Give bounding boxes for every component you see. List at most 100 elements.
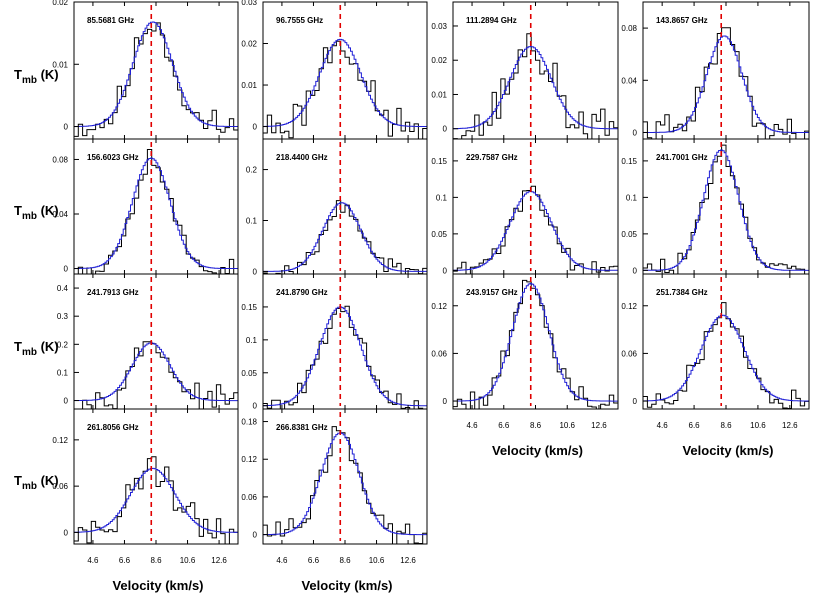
x-tick-label: 10.6 xyxy=(559,421,575,430)
x-tick-label: 8.6 xyxy=(720,421,732,430)
frequency-label: 85.5681 GHz xyxy=(87,16,134,25)
gaussian-fit xyxy=(74,467,238,533)
x-tick-label: 4.6 xyxy=(657,421,669,430)
y-axis-title: Tmb (K) xyxy=(14,203,59,222)
y-tick-label: 0.06 xyxy=(241,493,257,502)
frequency-label: 218.4400 GHz xyxy=(276,153,328,162)
y-tick-label: 0.1 xyxy=(246,336,258,345)
gaussian-fit xyxy=(74,21,238,127)
y-tick-label: 0 xyxy=(633,128,638,137)
x-tick-label: 4.6 xyxy=(466,421,478,430)
y-tick-label: 0.05 xyxy=(621,230,637,239)
y-tick-label: 0 xyxy=(443,266,448,275)
x-tick-label: 12.6 xyxy=(400,556,416,565)
gaussian-fit xyxy=(263,202,427,272)
y-tick-label: 0.3 xyxy=(57,312,69,321)
y-tick-label: 0.06 xyxy=(621,349,637,358)
x-tick-label: 10.6 xyxy=(369,556,385,565)
y-tick-label: 0.4 xyxy=(57,284,69,293)
observed-spectrum xyxy=(263,305,427,409)
y-tick-label: 0.08 xyxy=(621,24,637,33)
frequency-label: 241.8790 GHz xyxy=(276,288,328,297)
spectrum-panel: 0 0.05 0.1 0.15 241.8790 GHz xyxy=(241,273,428,411)
spectrum-panel: 0 0.01 0.02 0.03 111.2894 GHz xyxy=(431,1,619,140)
frequency-label: 261.8056 GHz xyxy=(87,423,139,432)
y-tick-label: 0.02 xyxy=(52,0,68,7)
gaussian-fit xyxy=(453,191,618,271)
x-tick-label: 4.6 xyxy=(87,556,99,565)
x-tick-label: 8.6 xyxy=(530,421,542,430)
gaussian-fit xyxy=(263,432,427,536)
y-tick-label: 0.08 xyxy=(52,155,68,164)
y-tick-label: 0.04 xyxy=(621,76,637,85)
y-tick-label: 0.02 xyxy=(431,56,447,65)
x-tick-label: 6.6 xyxy=(119,556,131,565)
y-tick-label: 0.1 xyxy=(246,217,258,226)
spectrum-panel: 0 0.06 0.12 4.6 6.6 8.6 10.6 12.6 261.8056 GHz xyxy=(52,408,239,565)
spectrum-panel: 0 0.1 0.2 0.3 0.4 241.7913 GHz xyxy=(57,273,239,410)
frequency-label: 251.7384 GHz xyxy=(656,288,708,297)
y-tick-label: 0 xyxy=(64,265,69,274)
y-tick-label: 0.2 xyxy=(246,166,258,175)
y-tick-label: 0.12 xyxy=(52,436,68,445)
frequency-label: 229.7587 GHz xyxy=(466,153,518,162)
frequency-label: 241.7001 GHz xyxy=(656,153,708,162)
gaussian-fit xyxy=(643,35,809,133)
y-tick-label: 0 xyxy=(633,266,638,275)
y-tick-label: 0 xyxy=(253,531,258,540)
y-tick-label: 0.01 xyxy=(431,90,447,99)
x-tick-label: 8.6 xyxy=(339,556,351,565)
y-tick-label: 0.05 xyxy=(241,369,257,378)
y-tick-label: 0 xyxy=(633,397,638,406)
spectrum-panel: 0 0.04 0.08 156.6023 GHz xyxy=(52,138,239,275)
x-tick-label: 10.6 xyxy=(750,421,766,430)
y-tick-label: 0.1 xyxy=(626,193,638,202)
y-tick-label: 0 xyxy=(443,397,448,406)
y-tick-label: 0 xyxy=(64,528,69,537)
spectrum-panel: 0 0.01 0.02 85.5681 GHz xyxy=(52,0,239,140)
frequency-label: 243.9157 GHz xyxy=(466,288,518,297)
x-tick-label: 6.6 xyxy=(689,421,701,430)
frequency-label: 156.6023 GHz xyxy=(87,153,139,162)
y-tick-label: 0.06 xyxy=(52,482,68,491)
y-axis-title: Tmb (K) xyxy=(14,67,59,86)
x-axis-title: Velocity (km/s) xyxy=(682,443,773,458)
spectrum-panel: 0 0.05 0.1 0.15 229.7587 GHz xyxy=(431,138,619,275)
spectrum-panel: 0 0.06 0.12 4.6 6.6 8.6 10.6 12.6 251.7384 GHz xyxy=(621,273,810,430)
y-tick-label: 0.12 xyxy=(621,302,637,311)
gaussian-fit xyxy=(263,38,427,127)
spectrum-panel: 0 0.1 0.2 218.4400 GHz xyxy=(246,138,428,276)
observed-spectrum xyxy=(453,33,618,139)
gaussian-fit xyxy=(453,283,618,402)
gaussian-fit xyxy=(643,149,809,271)
x-tick-label: 12.6 xyxy=(591,421,607,430)
x-tick-label: 12.6 xyxy=(211,556,227,565)
y-axis-title: Tmb (K) xyxy=(14,339,59,358)
gaussian-fit xyxy=(643,314,809,402)
y-tick-label: 0 xyxy=(443,125,448,134)
gaussian-fit xyxy=(263,306,427,407)
spectrum-panel: 0 0.06 0.12 0.18 4.6 6.6 8.6 10.6 12.6 266.8381 G… xyxy=(241,408,428,565)
x-axis-title: Velocity (km/s) xyxy=(112,578,203,593)
frequency-label: 266.8381 GHz xyxy=(276,423,328,432)
y-tick-label: 0.03 xyxy=(431,22,447,31)
observed-spectrum xyxy=(453,185,618,274)
x-tick-label: 4.6 xyxy=(276,556,288,565)
gaussian-fit xyxy=(453,46,618,130)
y-tick-label: 0.12 xyxy=(241,455,257,464)
observed-spectrum xyxy=(77,149,235,274)
y-tick-label: 0.01 xyxy=(52,60,68,69)
observed-spectrum xyxy=(643,302,809,409)
y-tick-label: 0.15 xyxy=(621,157,637,166)
spectrum-panel: 0 0.04 0.08 143.8657 GHz xyxy=(621,1,810,140)
frequency-label: 111.2894 GHz xyxy=(466,16,517,25)
observed-spectrum xyxy=(263,426,427,544)
y-tick-label: 0.1 xyxy=(57,368,69,377)
y-tick-label: 0.02 xyxy=(241,40,257,49)
observed-spectrum xyxy=(263,40,427,139)
x-tick-label: 6.6 xyxy=(498,421,510,430)
y-tick-label: 0.15 xyxy=(241,303,257,312)
observed-spectrum xyxy=(82,341,238,409)
y-tick-label: 0.18 xyxy=(241,418,257,427)
